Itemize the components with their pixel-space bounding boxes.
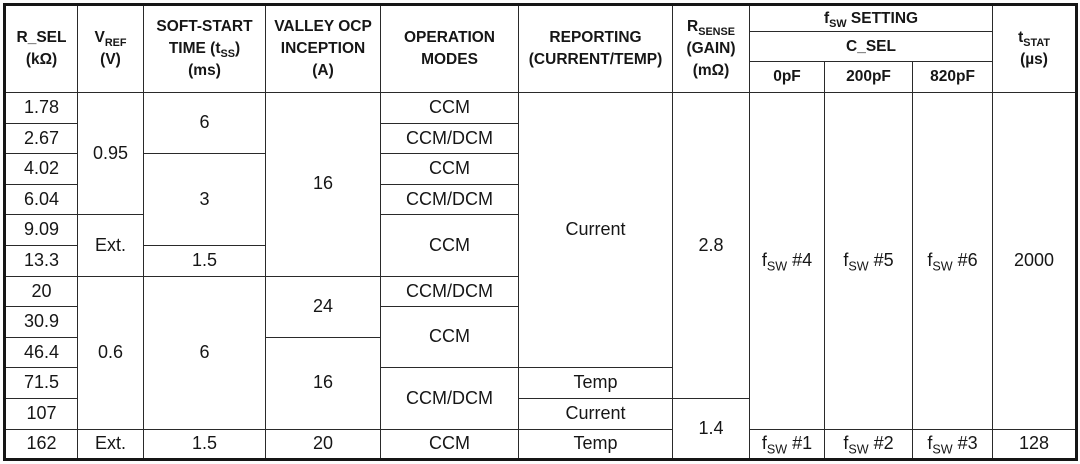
cell-softstart-6a: 6 <box>143 91 266 155</box>
cell-reporting-temp-b: Temp <box>518 428 673 461</box>
cell-softstart-6b: 6 <box>143 275 266 430</box>
cell-ocp-24: 24 <box>265 275 381 338</box>
cell-vref-095: 0.95 <box>77 91 144 216</box>
cell-rsel-7: 20 <box>4 275 78 308</box>
col-header-tstat: tSTAT (µs) <box>992 4 1078 93</box>
col-header-soft-start-line2: TIME (tSS) <box>168 40 241 61</box>
cell-fsw-3: fSW #3 <box>911 428 994 461</box>
cell-mode-1: CCM <box>380 92 519 124</box>
cell-rsel-12: 162 <box>4 428 78 461</box>
cell-vref-ext-b: Ext. <box>77 428 144 461</box>
table-row: 2.67 CCM/DCM <box>4 122 1077 155</box>
cell-softstart-3: 3 <box>143 153 266 246</box>
cell-rsel-4: 6.04 <box>4 183 78 216</box>
cell-ocp-20: 20 <box>265 428 381 461</box>
cell-rsel-8: 30.9 <box>4 306 78 338</box>
cell-rsel-3: 4.02 <box>4 153 78 185</box>
cell-rsel-10: 71.5 <box>4 367 78 399</box>
col-header-vref-name: VREF <box>94 29 127 50</box>
table-row: 20 0.6 6 24 CCM/DCM <box>4 275 1077 430</box>
col-header-tstat-name: tSTAT <box>1018 29 1050 50</box>
col-header-rsel-unit: (kΩ) <box>25 51 58 68</box>
cell-rsense-14: 1.4 <box>672 397 750 461</box>
cell-fsw-1: fSW #1 <box>749 428 825 461</box>
cell-softstart-15b: 1.5 <box>143 428 266 461</box>
col-header-rsel: R_SEL (kΩ) <box>4 4 78 93</box>
cell-mode-5: CCM <box>380 214 519 277</box>
cell-rsel-6: 13.3 <box>4 244 78 277</box>
cell-mode-8: CCM/DCM <box>380 367 519 430</box>
col-header-rsense-name: RSENSE <box>687 18 735 39</box>
cell-mode-7: CCM <box>380 306 519 369</box>
table-row: 4.02 3 CCM <box>4 153 1077 246</box>
cell-ocp-16b: 16 <box>265 336 381 430</box>
cell-rsel-11: 107 <box>4 397 78 430</box>
cell-reporting-current-a: Current <box>518 91 673 369</box>
cell-fsw-4: fSW #4 <box>749 92 825 430</box>
table-header: R_SEL (kΩ) VREF (V) SOFT-START TIME (tSS… <box>4 4 1078 93</box>
config-table: R_SEL (kΩ) VREF (V) SOFT-START TIME (tSS… <box>3 3 1079 462</box>
col-header-rsense: RSENSE (GAIN) (mΩ) <box>672 4 750 93</box>
col-header-cap-820pf: 820pF <box>911 61 994 93</box>
col-header-operation-modes: OPERATION MODES <box>380 4 519 93</box>
cell-fsw-2: fSW #2 <box>824 428 913 461</box>
cell-tstat-2000: 2000 <box>992 92 1078 430</box>
col-header-soft-start-line1: SOFT-START <box>156 18 253 36</box>
cell-tstat-128: 128 <box>992 428 1078 461</box>
col-header-vref: VREF (V) <box>77 4 144 93</box>
col-header-reporting: REPORTING (CURRENT/TEMP) <box>518 4 673 93</box>
table-row: 71.5 CCM/DCM Temp <box>4 367 1077 430</box>
cell-rsel-5: 9.09 <box>4 214 78 246</box>
col-header-soft-start-unit: (ms) <box>188 61 221 79</box>
table-row: 162 Ext. 1.5 20 CCM Temp fSW #1 fSW #2 f… <box>4 428 1078 461</box>
col-header-soft-start: SOFT-START TIME (tSS) (ms) <box>143 4 266 93</box>
col-header-fsw-setting: fSW SETTING <box>748 4 994 32</box>
col-header-valley-ocp: VALLEY OCP INCEPTION (A) <box>265 4 381 93</box>
table-row: 9.09 Ext. CCM <box>4 214 1077 277</box>
col-header-cap-200pf: 200pF <box>824 61 913 93</box>
col-header-vref-unit: (V) <box>100 51 121 68</box>
col-header-cap-0pf: 0pF <box>749 61 825 93</box>
cell-vref-06: 0.6 <box>77 275 144 430</box>
table-body: 1.78 0.95 6 16 CCM Current 2.8 fSW #4 fS… <box>4 91 1078 461</box>
cell-fsw-6: fSW #6 <box>911 92 994 430</box>
cell-mode-4: CCM/DCM <box>380 183 519 216</box>
cell-mode-2: CCM/DCM <box>380 122 519 155</box>
cell-vref-ext-a: Ext. <box>77 214 144 277</box>
cell-reporting-temp-a: Temp <box>518 367 673 399</box>
table-row: 13.3 1.5 <box>4 244 1077 277</box>
cell-mode-6: CCM/DCM <box>380 275 519 308</box>
cell-reporting-current-b: Current <box>518 397 673 430</box>
table-row: 46.4 16 <box>4 336 1077 430</box>
table-row: 30.9 CCM <box>4 306 1077 369</box>
cell-rsel-1: 1.78 <box>4 92 78 124</box>
table-row: 6.04 CCM/DCM <box>4 183 1077 216</box>
cell-mode-9: CCM <box>380 428 519 461</box>
cell-ocp-16a: 16 <box>265 92 381 277</box>
cell-fsw-5: fSW #5 <box>824 92 913 430</box>
col-header-rsel-name: R_SEL <box>16 29 67 47</box>
cell-rsense-28: 2.8 <box>672 92 750 399</box>
cell-mode-3: CCM <box>380 153 519 185</box>
col-header-csel: C_SEL <box>748 31 994 62</box>
cell-rsel-2: 2.67 <box>4 122 78 155</box>
cell-rsel-9: 46.4 <box>4 336 78 369</box>
table-row: 1.78 0.95 6 16 CCM Current 2.8 fSW #4 fS… <box>4 91 1078 430</box>
cell-softstart-15a: 1.5 <box>143 244 266 277</box>
